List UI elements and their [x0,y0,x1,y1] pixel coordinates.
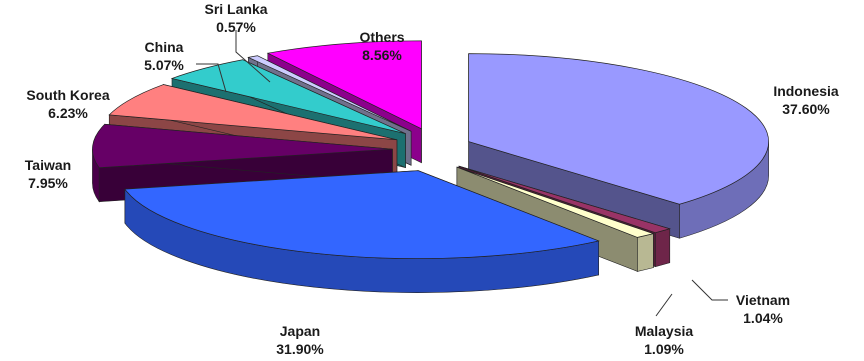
slice-rim [655,228,671,268]
leader-line [691,279,728,301]
data-label-category: South Korea [26,87,109,103]
data-label-category: Vietnam [736,292,790,308]
data-label-value: 1.09% [644,341,684,357]
data-label-value: 8.56% [362,47,402,63]
data-label-category: Others [359,29,404,45]
slice-top [108,84,398,141]
data-label-category: Japan [280,323,320,339]
slice-top [170,59,406,134]
pie-slice-malaysia [456,166,655,272]
slice-top [92,123,393,169]
slice-top [124,170,600,259]
slice-top [468,53,769,205]
data-label-value: 5.07% [144,57,184,73]
slice-rim [637,233,654,272]
slice-top [456,166,655,238]
data-label-value: 7.95% [28,175,68,191]
leader-line [655,293,673,317]
data-label-category: Taiwan [25,157,71,173]
data-label-value: 0.57% [216,19,256,35]
pie-slice-indonesia [468,53,769,239]
slice-top [266,40,422,130]
slice-top [247,55,412,132]
pie-slice-taiwan [92,123,393,203]
data-label-category: China [145,39,184,55]
data-label-value: 1.04% [743,310,783,326]
leader-line [196,63,227,93]
pie-sides [92,40,769,293]
data-label-value: 37.60% [782,101,830,117]
data-label-category: Malaysia [635,323,694,339]
leader-line [235,30,271,83]
data-label-value: 31.90% [276,341,324,357]
data-label-category: Sri Lanka [204,1,267,17]
data-label-category: Indonesia [773,83,839,99]
data-label-value: 6.23% [48,105,88,121]
pie-slice-japan [124,170,600,293]
slice-top [458,165,671,234]
